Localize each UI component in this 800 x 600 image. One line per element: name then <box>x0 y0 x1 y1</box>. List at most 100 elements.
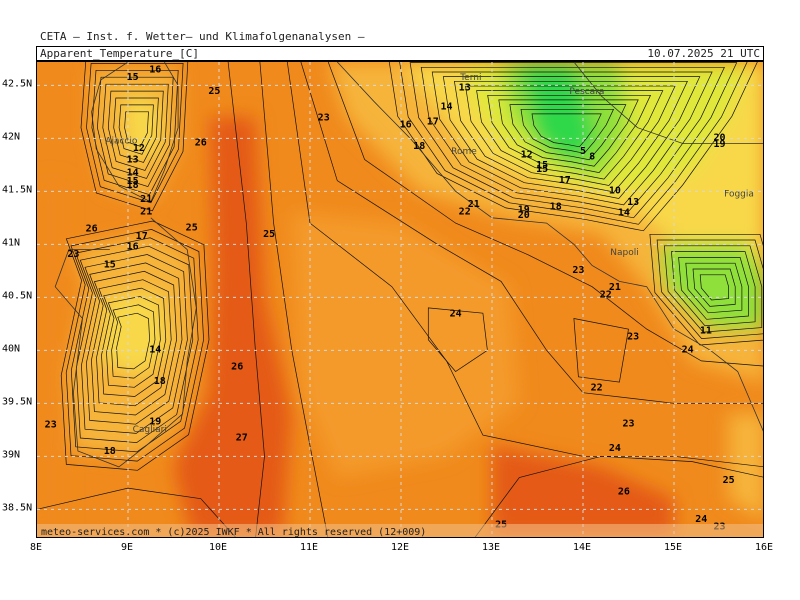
contour-value-label: 15 <box>536 164 548 175</box>
contour-corsica-2 <box>113 97 159 163</box>
contour-apennine-12 <box>399 62 748 225</box>
contour-sardinia-11 <box>60 220 210 471</box>
contour-value-label: 14 <box>440 102 452 113</box>
contour-value-label: 18 <box>550 201 562 212</box>
contour-apennine-6 <box>465 85 676 186</box>
city-label: Ajaccio <box>105 137 138 147</box>
x-tick-label: 13E <box>481 542 501 553</box>
contour-value-label: 17 <box>559 175 571 186</box>
contour-value-label: 24 <box>695 514 707 525</box>
contour-value-label: 14 <box>618 208 630 219</box>
contour-sardinia-9 <box>70 237 199 453</box>
map-canvas: Rome Napoli Foggia Pescara Terni Cagliari Ajac… <box>37 62 763 538</box>
coastlines <box>54 62 763 468</box>
contour-value-label: 25 <box>263 229 275 240</box>
contour-value-label: 23 <box>318 112 330 123</box>
contour-apennine-0 <box>531 113 602 148</box>
contour-apulia-3 <box>678 257 749 320</box>
contour-value-label: 25 <box>723 475 735 486</box>
contour-value-label: 10 <box>609 185 621 196</box>
contour-value-label: 15 <box>104 260 116 271</box>
contour-value-label: 24 <box>609 443 621 454</box>
contour-value-label: 25 <box>208 86 220 97</box>
field-corsica-cool <box>123 95 160 155</box>
contour-apulia-1 <box>692 268 736 307</box>
contour-value-label: 18 <box>104 446 116 457</box>
contour-value-label: 18 <box>127 180 139 191</box>
contour-sardinia-7 <box>81 254 188 434</box>
contour-value-label: 23 <box>45 420 57 431</box>
contour-value-label: 19 <box>518 205 530 216</box>
x-tick-label: 11E <box>299 542 319 553</box>
subheader-bar <box>36 46 764 61</box>
x-tick-label: 8E <box>29 542 43 553</box>
city-label: Terni <box>459 73 481 83</box>
contour-value-label: 22 <box>600 289 612 300</box>
city-label: Rome <box>451 147 477 157</box>
contour-value-label: 16 <box>149 65 161 76</box>
contour-apennine-11 <box>409 62 738 219</box>
contour-sardinia-0 <box>116 312 150 370</box>
contour-apennine-2 <box>509 104 627 161</box>
contour-value-label: 8 <box>589 152 595 163</box>
contour-value-label: 23 <box>627 332 639 343</box>
contour-value-label: 21 <box>468 199 480 210</box>
field-sea-west-edge <box>37 180 65 536</box>
chart-title: CETA — Inst. f. Wetter— und Klimafolgena… <box>40 30 365 43</box>
contour-value-label: 26 <box>195 138 207 149</box>
contour-value-label: 15 <box>536 160 548 171</box>
contour-sardinia-8 <box>75 245 194 443</box>
y-tick-label: 42N <box>2 131 21 143</box>
lat-lon-grid <box>37 62 763 537</box>
contour-corsica-6 <box>91 69 179 196</box>
contour-value-label: 5 <box>580 146 586 157</box>
contour-value-label: 19 <box>149 417 161 428</box>
contour-sardinia-5 <box>91 270 177 416</box>
y-tick-label: 38.5N <box>2 502 33 514</box>
contour-apennine-10 <box>420 66 725 212</box>
contour-corsica-7 <box>86 63 184 204</box>
contour-sardinia-3 <box>101 287 167 397</box>
field-east-cool-rim <box>728 117 763 211</box>
contour-value-label: 15 <box>127 176 139 187</box>
contour-value-label: 18 <box>413 141 425 152</box>
contour-loop-0 <box>427 307 488 372</box>
contour-value-label: 26 <box>231 361 243 372</box>
y-tick-label: 40.5N <box>2 290 33 302</box>
contour-value-label: 11 <box>700 325 712 336</box>
contour-sardinia-4 <box>96 279 172 407</box>
contour-corsica-4 <box>102 83 169 179</box>
contour-value-label: 23 <box>67 249 79 260</box>
valid-time-label: 10.07.2025 21 UTC <box>647 47 760 60</box>
contour-apennine-3 <box>498 99 639 167</box>
x-tick-label: 16E <box>754 542 774 553</box>
contour-value-label: 17 <box>136 231 148 242</box>
contour-sardinia-1 <box>111 304 156 379</box>
contour-value-label: 16 <box>127 242 139 253</box>
contour-corsica-1 <box>118 104 154 155</box>
weather-map: Rome Napoli Foggia Pescara Terni Cagliari Ajac… <box>36 61 764 538</box>
contour-value-label: 23 <box>622 419 634 430</box>
contour-value-label: 25 <box>186 223 198 234</box>
contour-apulia-5 <box>663 245 763 333</box>
contour-corsica-3 <box>107 90 164 171</box>
contour-value-label: 13 <box>627 197 639 208</box>
contour-apulia-4 <box>671 251 756 327</box>
contour-apennine-13 <box>388 62 758 232</box>
y-tick-label: 39.5N <box>2 396 33 408</box>
contour-value-label: 20 <box>518 210 530 221</box>
contour-sardinia-10 <box>65 229 204 462</box>
y-tick-label: 40N <box>2 343 21 355</box>
parameter-label: Apparent_Temperature_[C] <box>40 47 199 60</box>
contour-corsica-8 <box>80 62 189 212</box>
footer-band <box>37 524 763 537</box>
copyright-text: meteo-services.com * (c)2025 IWKF * All … <box>41 527 426 538</box>
contour-value-label: 21 <box>609 282 621 293</box>
x-tick-label: 15E <box>663 542 683 553</box>
contour-value-label: 24 <box>682 344 694 355</box>
contour-value-label: 26 <box>86 224 98 235</box>
contour-value-label: 22 <box>591 383 603 394</box>
coast-italy-east <box>573 62 763 144</box>
contour-apennine-4 <box>487 94 652 173</box>
